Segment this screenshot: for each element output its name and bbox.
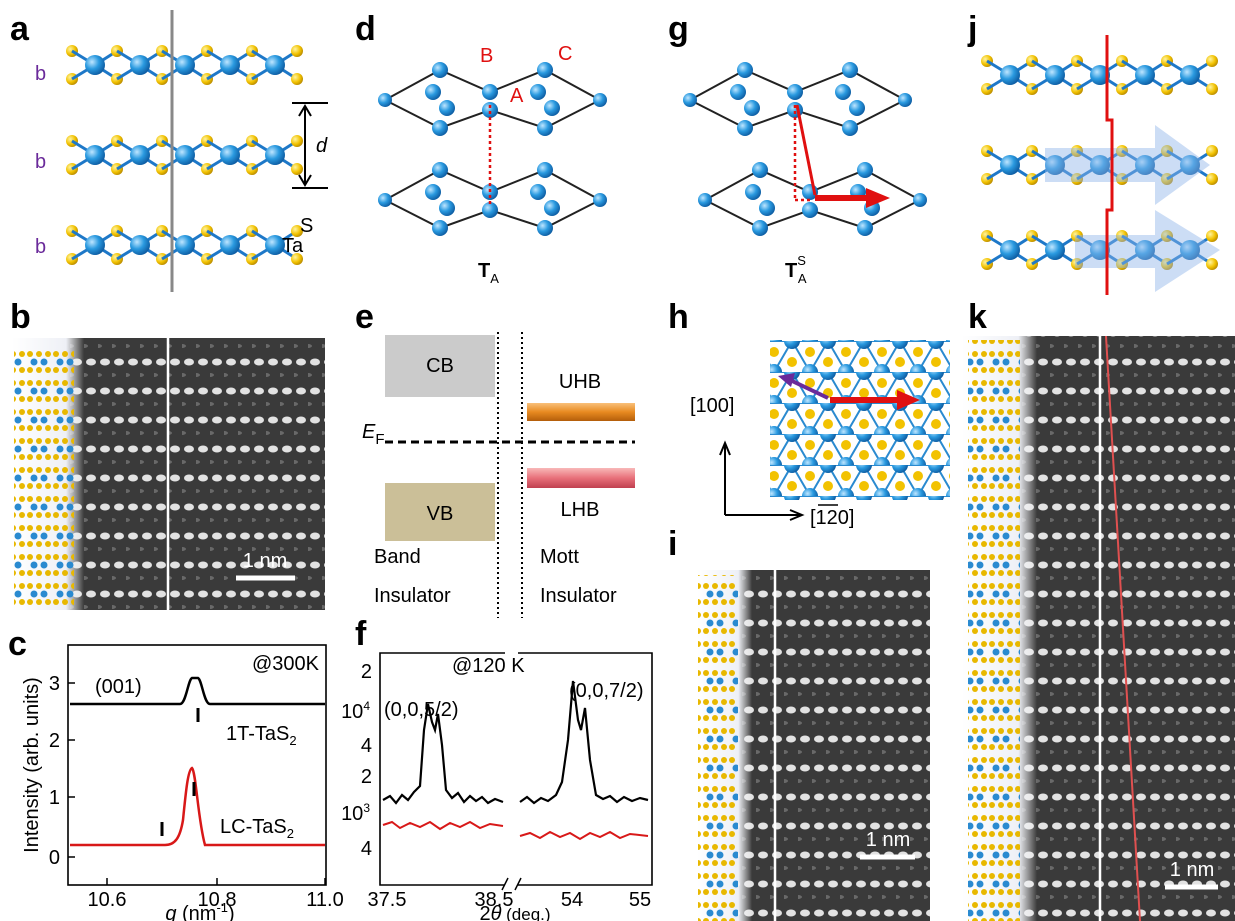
stacking-label: TA <box>478 260 499 286</box>
caption: Insulator <box>374 585 451 607</box>
y-tick-label: 0 <box>49 847 60 869</box>
annotation: @120 K <box>452 655 525 677</box>
y-tick-label: 103 <box>341 801 370 825</box>
x-axis-label: q (nm-1) <box>165 900 234 921</box>
x-tick-label: 55 <box>629 889 651 911</box>
x-tick-label: 10.6 <box>88 889 127 911</box>
curve <box>520 832 648 839</box>
panel-b: b 1 nm <box>10 298 325 610</box>
panel-j: j <box>967 10 1220 295</box>
atom-label: S <box>300 215 313 237</box>
annotation: @300K <box>252 653 320 675</box>
panel-f: f 2 104 4 2 103 4 37.5 38.5 54 55 2θ (de… <box>341 615 652 921</box>
figure: a b b b d S Ta d B C A TA g TSA j b 1 nm… <box>0 0 1235 921</box>
y-tick-label: 104 <box>341 699 370 723</box>
panel-label: f <box>355 615 367 653</box>
scale-label: 1 nm <box>866 829 910 851</box>
series-label: LC-TaS2 <box>220 816 294 841</box>
x-axis-label: 2θ (deg.) <box>479 903 550 921</box>
series-label: 1T-TaS2 <box>226 723 297 748</box>
plot-frame <box>380 653 505 885</box>
lattice <box>770 340 950 500</box>
axis-label: [120] <box>810 507 854 529</box>
atom-label: Ta <box>282 235 304 257</box>
axis-label: [100] <box>690 395 734 417</box>
shift-arrow <box>1045 125 1210 205</box>
panel-i: i 1 nm <box>668 525 930 921</box>
panel-h: h [100] [120] <box>668 298 950 529</box>
band-label: VB <box>427 503 454 525</box>
band-label: CB <box>426 355 454 377</box>
band-bar <box>527 468 635 488</box>
layer-label: b <box>35 236 46 258</box>
spacing-label: d <box>316 135 328 157</box>
panel-label: j <box>967 10 977 48</box>
x-tick-label: 11.0 <box>306 889 343 911</box>
y-axis-label: Intensity (arb. units) <box>21 677 43 853</box>
x-tick-label: 37.5 <box>368 889 407 911</box>
y-tick-label: 2 <box>361 661 372 683</box>
panel-label: d <box>355 10 376 48</box>
panel-label: k <box>968 298 987 336</box>
layer-label: b <box>35 151 46 173</box>
site-label: A <box>510 85 524 107</box>
annotation: (0,0,5/2) <box>384 699 458 721</box>
atom-model <box>14 345 74 607</box>
y-tick-label: 2 <box>49 730 60 752</box>
layer-label: b <box>35 63 46 85</box>
curve <box>383 822 503 829</box>
shift-line <box>797 105 815 195</box>
panel-c: c 0 1 2 3 10.6 10.8 11.0 Intensity (arb.… <box>8 625 344 921</box>
band-label: LHB <box>561 499 600 521</box>
panel-e: e CB VB EF UHB LHB Band Insulator Mott I… <box>355 298 635 618</box>
x-tick-label: 54 <box>561 889 583 911</box>
panel-label: b <box>10 298 31 336</box>
site-label: B <box>480 45 493 67</box>
panel-a: a b b b d S Ta <box>10 10 328 292</box>
band-bar <box>527 403 635 421</box>
panel-k: k 1 nm <box>962 298 1235 921</box>
panel-label: i <box>668 525 677 563</box>
atom-model <box>968 340 1020 921</box>
panel-label: a <box>10 10 30 48</box>
y-tick-label: 4 <box>361 838 372 860</box>
caption: Insulator <box>540 585 617 607</box>
annotation: (001) <box>95 676 142 698</box>
scale-label: 1 nm <box>1170 859 1214 881</box>
fermi-label: EF <box>362 421 385 448</box>
y-tick-label: 2 <box>361 766 372 788</box>
scale-label: 1 nm <box>243 550 287 572</box>
panel-d: d B C A TA <box>355 10 607 286</box>
panel-label: c <box>8 625 27 663</box>
shift-arrow <box>1075 210 1220 292</box>
band-label: UHB <box>559 371 601 393</box>
atom-model <box>698 575 738 921</box>
y-tick-label: 4 <box>361 735 372 757</box>
caption: Mott <box>540 546 579 568</box>
panel-label: e <box>355 298 374 336</box>
site-label: C <box>558 43 572 65</box>
panel-label: h <box>668 298 689 336</box>
annotation: (0,0,7/2) <box>569 680 643 702</box>
y-tick-label: 1 <box>49 787 60 809</box>
panel-label: g <box>668 10 689 48</box>
caption: Band <box>374 546 421 568</box>
y-tick-label: 3 <box>49 673 60 695</box>
